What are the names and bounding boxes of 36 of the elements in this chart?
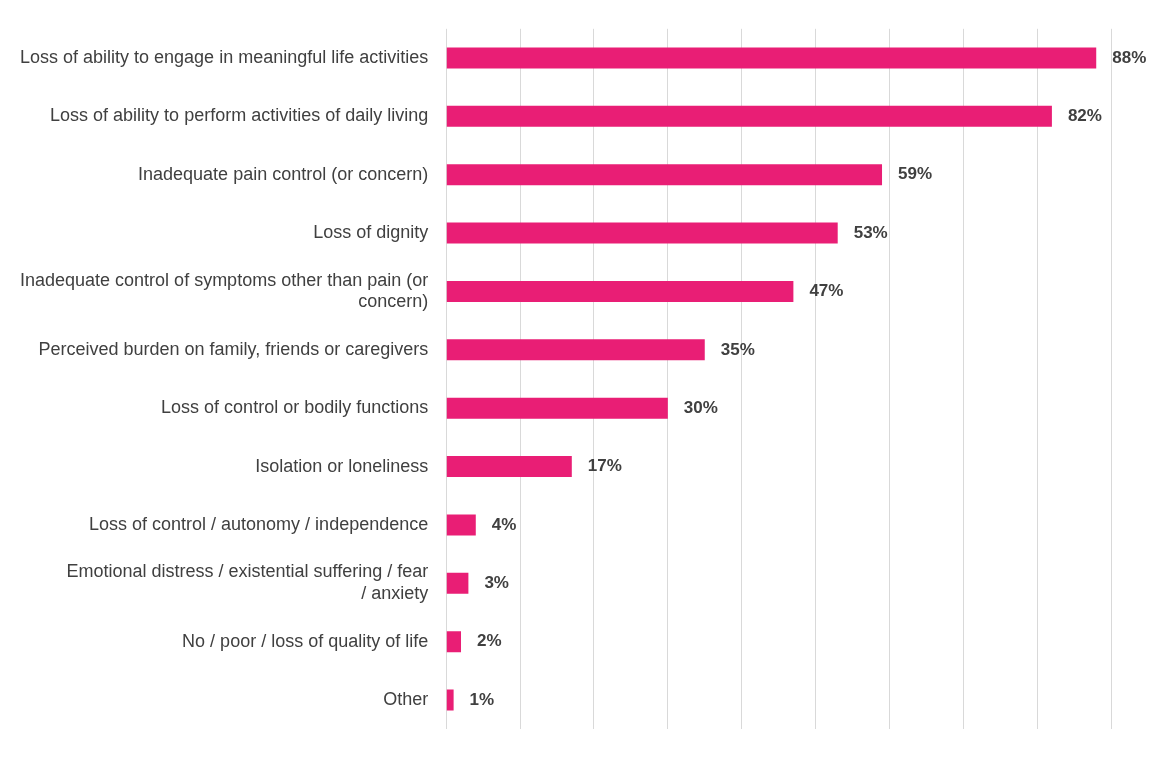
y-tick-label: Loss of ability to engage in meaningful life activities [20,46,429,67]
data-label: 30% [683,397,718,417]
y-tick-label: No / poor / loss of quality of life [182,630,429,651]
data-label: 53% [853,222,888,242]
bar [446,339,705,361]
y-tick-label: Inadequate control of symptoms other than pain (or concern) [20,269,429,312]
data-label: 4% [491,514,517,534]
data-label: 88% [1112,47,1147,67]
y-tick-label: Isolation or loneliness [255,455,429,476]
y-tick-label: Loss of ability to perform activities of daily living [50,105,429,126]
bar [446,631,462,653]
data-label: 47% [809,281,844,301]
data-label: 59% [898,164,933,184]
bar [446,105,1052,127]
bar [446,397,668,419]
y-tick-label: Loss of control / autonomy / independence [89,513,429,534]
bar [446,47,1097,69]
bar [446,572,469,594]
bar [446,456,572,478]
data-label: 2% [477,631,502,651]
data-label: 17% [587,456,622,476]
y-tick-label: Perceived burden on family, friends or caregivers [38,338,429,359]
bar [446,514,476,536]
y-tick-label: Emotional distress / existential suffering / fear / anxiety [66,561,429,604]
data-label: 1% [469,689,495,709]
bar [446,222,838,244]
y-tick-label: Inadequate pain control (or concern) [138,163,429,184]
bar [446,689,454,711]
bar [446,280,794,302]
y-tick-label: Loss of control or bodily functions [161,397,429,418]
data-label: 35% [720,339,755,359]
bar [446,164,883,186]
y-tick-label: Other [383,688,429,709]
data-label: 82% [1067,106,1102,126]
data-label: 3% [484,572,509,592]
y-tick-label: Loss of dignity [313,222,429,243]
